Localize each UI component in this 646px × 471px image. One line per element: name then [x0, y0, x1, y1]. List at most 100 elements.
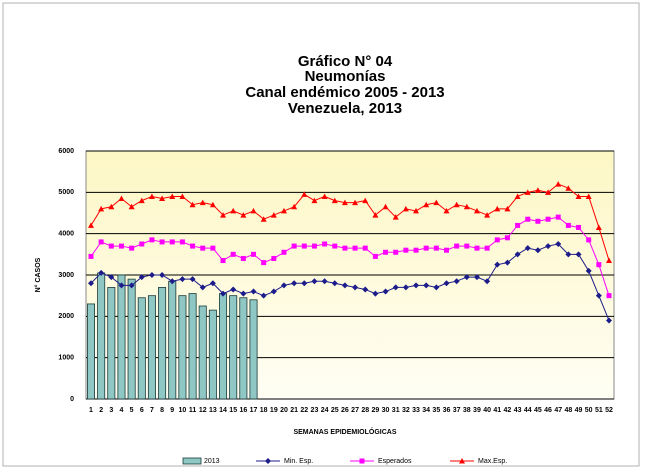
- chart-title: Gráfico N° 04: [298, 53, 393, 70]
- marker: [138, 274, 145, 281]
- marker: [413, 282, 420, 289]
- marker: [98, 205, 105, 212]
- marker: [230, 251, 236, 257]
- x-tick-label: 1: [89, 407, 93, 414]
- y-tick-label: 6000: [58, 148, 74, 155]
- marker: [270, 212, 277, 218]
- marker: [504, 235, 510, 241]
- marker: [392, 284, 399, 291]
- marker: [596, 262, 602, 268]
- marker: [382, 288, 389, 295]
- legend-marker: [459, 458, 465, 464]
- marker: [342, 245, 348, 251]
- bar: [219, 293, 228, 400]
- marker: [494, 261, 501, 268]
- y-tick-label: 0: [70, 396, 74, 403]
- bar: [168, 280, 177, 400]
- marker: [311, 243, 317, 249]
- marker: [585, 267, 592, 274]
- x-tick-label: 39: [473, 407, 481, 414]
- legend-swatch: [182, 457, 202, 465]
- marker: [484, 212, 491, 218]
- x-tick-label: 43: [514, 407, 522, 414]
- bar: [188, 293, 197, 400]
- marker: [260, 216, 267, 222]
- marker: [291, 280, 298, 287]
- marker: [453, 278, 460, 285]
- x-tick-label: 44: [524, 407, 532, 414]
- legend-label: Max.Esp.: [478, 458, 507, 465]
- x-tick-label: 32: [402, 407, 410, 414]
- marker: [443, 280, 450, 287]
- legend-label: Esperados: [378, 458, 412, 465]
- marker: [393, 249, 399, 255]
- x-tick-label: 38: [463, 407, 471, 414]
- y-tick-label: 2000: [58, 313, 74, 320]
- x-tick-label: 18: [260, 407, 268, 414]
- marker: [392, 214, 399, 220]
- x-tick-label: 8: [160, 407, 164, 414]
- y-tick-label: 3000: [58, 272, 74, 279]
- marker: [209, 201, 216, 208]
- x-tick-label: 37: [453, 407, 461, 414]
- x-tick-label: 48: [564, 407, 572, 414]
- chart-title: Venezuela, 2013: [288, 100, 402, 117]
- marker: [524, 245, 531, 252]
- marker: [179, 239, 185, 245]
- marker: [423, 201, 430, 208]
- marker: [128, 203, 135, 210]
- marker: [260, 292, 267, 299]
- marker: [586, 237, 592, 243]
- chart-title: Neumonías: [305, 68, 386, 85]
- x-tick-label: 2: [99, 407, 103, 414]
- marker: [159, 272, 166, 278]
- marker: [189, 276, 196, 283]
- marker: [280, 207, 287, 214]
- bar: [127, 278, 136, 400]
- marker: [139, 241, 145, 247]
- marker: [220, 290, 227, 297]
- marker: [129, 245, 135, 251]
- marker: [595, 292, 602, 299]
- x-tick-label: 22: [300, 407, 308, 414]
- marker: [565, 222, 571, 228]
- marker: [504, 259, 511, 266]
- chart-title: Canal endémico 2005 - 2013: [245, 84, 444, 101]
- bar: [239, 297, 248, 400]
- marker: [301, 280, 308, 287]
- marker: [199, 284, 206, 291]
- marker: [443, 207, 450, 214]
- marker: [494, 205, 501, 212]
- x-tick-label: 50: [585, 407, 593, 414]
- marker: [606, 293, 612, 299]
- marker: [514, 193, 521, 199]
- marker: [473, 274, 480, 281]
- legend-label: 2013: [204, 458, 220, 465]
- marker: [362, 245, 368, 251]
- marker: [311, 197, 318, 204]
- line: [90, 216, 610, 296]
- marker: [281, 249, 287, 255]
- marker: [545, 189, 552, 195]
- marker: [403, 247, 409, 253]
- marker: [555, 181, 562, 187]
- marker: [453, 201, 460, 208]
- x-tick-label: 45: [534, 407, 542, 414]
- bar: [107, 286, 116, 400]
- marker: [209, 280, 216, 287]
- marker: [484, 245, 490, 251]
- marker: [322, 241, 328, 247]
- marker: [565, 185, 572, 191]
- bar: [158, 286, 167, 400]
- y-tick-label: 1000: [58, 355, 74, 362]
- x-tick-label: 49: [575, 407, 583, 414]
- marker: [535, 218, 541, 224]
- x-tick-label: 31: [392, 407, 400, 414]
- marker: [199, 199, 206, 206]
- marker: [504, 205, 511, 212]
- marker: [545, 216, 551, 222]
- marker: [88, 222, 94, 228]
- marker: [606, 317, 612, 324]
- x-tick-label: 52: [605, 407, 613, 414]
